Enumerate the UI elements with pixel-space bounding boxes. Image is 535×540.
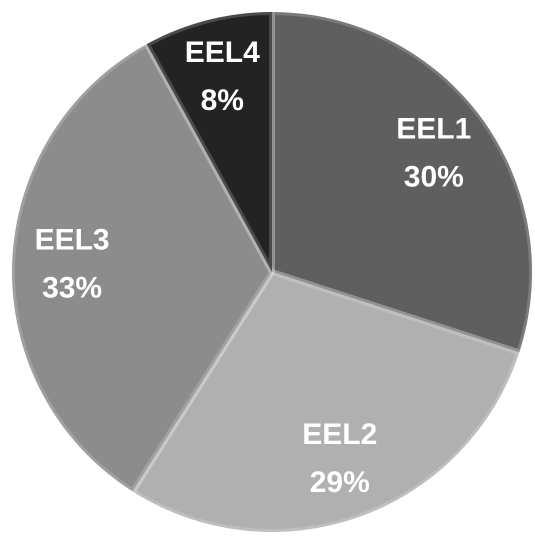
pie-slice <box>143 9 275 275</box>
slice-value-label: 8% <box>201 84 244 117</box>
slice-value-label: 29% <box>310 466 370 499</box>
slice-label: EEL2 <box>302 418 377 451</box>
slice-value-label: 30% <box>404 160 464 193</box>
pie-slice <box>129 269 523 535</box>
pie-slice <box>269 9 535 356</box>
slice-label: EEL3 <box>35 224 110 257</box>
pie-slice <box>9 41 275 495</box>
slice-label: EEL4 <box>185 36 260 69</box>
slice-value-label: 33% <box>42 272 102 305</box>
slice-label: EEL1 <box>396 112 471 145</box>
